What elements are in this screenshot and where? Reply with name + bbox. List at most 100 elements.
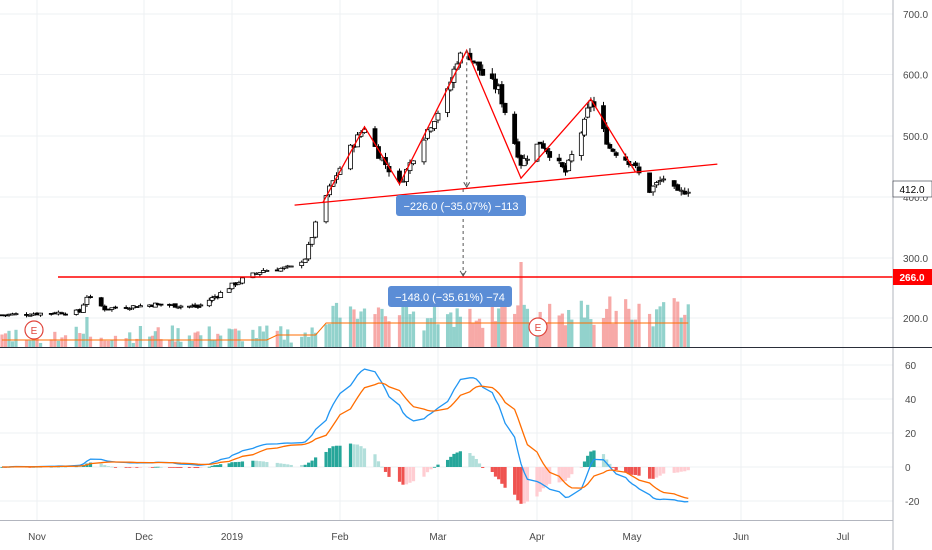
candle-down bbox=[607, 144, 613, 149]
earnings-circle bbox=[24, 320, 44, 340]
volume-bar bbox=[601, 318, 606, 347]
candle-down bbox=[113, 306, 118, 309]
volume-bar bbox=[286, 329, 290, 347]
candle-down bbox=[493, 78, 498, 90]
volume-bar bbox=[655, 309, 659, 347]
last-price-label: 412.0 bbox=[899, 185, 924, 196]
macd-histogram-bar bbox=[352, 444, 356, 467]
macd-histogram-bar bbox=[199, 467, 203, 468]
volume-bar bbox=[449, 312, 453, 347]
volume-bar bbox=[131, 342, 135, 347]
volume-bar bbox=[240, 341, 245, 347]
macd-histogram-bar bbox=[567, 467, 571, 478]
macd-histogram-bar bbox=[449, 456, 453, 467]
candle-up bbox=[299, 261, 305, 266]
macd-histogram-bar bbox=[63, 466, 68, 468]
candle-up bbox=[582, 118, 587, 136]
macd-histogram-bar bbox=[124, 467, 128, 468]
volume-bar bbox=[28, 340, 32, 347]
volume-bar bbox=[99, 337, 103, 347]
volume-bar bbox=[548, 303, 552, 347]
macd-histogram-bar bbox=[522, 467, 526, 504]
candle-down bbox=[477, 61, 482, 71]
candle-down bbox=[547, 151, 553, 158]
macd-histogram-bar bbox=[324, 451, 328, 467]
target-level-label: 266.0 bbox=[899, 273, 924, 284]
measure-arrowhead bbox=[459, 270, 467, 277]
volume-bar bbox=[14, 329, 18, 347]
macd-histogram-bar bbox=[481, 467, 485, 468]
candle-up bbox=[578, 132, 584, 156]
candle-down bbox=[537, 141, 543, 145]
macd-histogram-bar bbox=[477, 463, 482, 467]
volume-bar bbox=[425, 318, 430, 347]
candle-up bbox=[521, 158, 527, 167]
macd-histogram-bar bbox=[608, 463, 612, 467]
pattern-drawings: −226.0 (−35.07%) −113 −148.0 (−35.61%) −7… bbox=[24, 48, 893, 340]
volume-bar bbox=[327, 323, 332, 347]
volume-bar bbox=[522, 304, 526, 347]
volume-bar bbox=[647, 313, 652, 347]
volume-bar bbox=[408, 314, 412, 347]
volume-bar bbox=[373, 314, 377, 347]
macd-histogram-bar bbox=[432, 466, 437, 468]
volume-ma-line bbox=[2, 322, 689, 341]
candle-up bbox=[569, 154, 575, 162]
macd-histogram-bar bbox=[88, 462, 93, 467]
candle-down bbox=[675, 184, 681, 191]
volume-bar bbox=[150, 335, 155, 347]
price-tick-label: 300.0 bbox=[903, 254, 928, 265]
volume-bar bbox=[560, 313, 564, 347]
macd-histogram-bar bbox=[411, 467, 416, 482]
earnings-marker: E bbox=[528, 317, 548, 337]
macd-histogram-bar bbox=[170, 467, 174, 468]
volume-bar bbox=[387, 321, 391, 347]
measure-label-text: −226.0 (−35.07%) −113 bbox=[403, 201, 518, 213]
volume-bar bbox=[113, 335, 118, 347]
volume-bar bbox=[637, 303, 641, 347]
macd-histogram-bar bbox=[179, 467, 183, 468]
macd-histogram-bar bbox=[455, 452, 459, 467]
volume-bar bbox=[352, 309, 356, 347]
volume-bar bbox=[658, 306, 662, 347]
macd-tick-label: 40 bbox=[905, 395, 917, 406]
volume-bar bbox=[179, 341, 183, 347]
macd-histogram-bar bbox=[190, 467, 194, 468]
time-tick-label: 2019 bbox=[221, 532, 244, 543]
volume-bar bbox=[497, 308, 501, 347]
volume-bar bbox=[237, 330, 241, 347]
macd-histogram-bar bbox=[436, 464, 440, 467]
macd-histogram-bar bbox=[261, 461, 265, 467]
macd-histogram-bar bbox=[159, 466, 163, 468]
candle-up bbox=[685, 191, 691, 194]
time-tick-label: Mar bbox=[429, 532, 447, 543]
candle-up bbox=[127, 308, 133, 311]
price-tick-label: 500.0 bbox=[903, 132, 928, 143]
macd-histogram-bar bbox=[658, 467, 662, 476]
macd-histogram-bar bbox=[99, 463, 103, 467]
volume-bar bbox=[331, 305, 335, 347]
macd-histogram-bar bbox=[497, 467, 501, 480]
candle-down bbox=[59, 312, 65, 315]
grid-lines bbox=[0, 0, 893, 520]
candle-up bbox=[198, 304, 204, 307]
macd-histogram-bar bbox=[275, 462, 279, 467]
macd-histogram-bar bbox=[338, 445, 342, 467]
volume-bar bbox=[445, 314, 450, 347]
volume-bar bbox=[85, 317, 89, 347]
macd-histogram-bar bbox=[548, 467, 552, 484]
volume-bar bbox=[138, 325, 143, 347]
volume-bar bbox=[544, 322, 549, 347]
volume-bar bbox=[233, 328, 238, 347]
volume-bar bbox=[513, 313, 517, 347]
candle-down bbox=[633, 162, 638, 167]
macd-pane bbox=[0, 368, 690, 504]
measure-label-text: −148.0 (−35.61%) −74 bbox=[395, 292, 505, 304]
macd-histogram-bar bbox=[373, 454, 377, 467]
macd-histogram-bar bbox=[404, 467, 409, 485]
price-tick-label: 600.0 bbox=[903, 71, 928, 82]
macd-histogram-bar bbox=[148, 467, 152, 468]
candle-up bbox=[84, 296, 90, 305]
volume-bar bbox=[452, 326, 456, 347]
